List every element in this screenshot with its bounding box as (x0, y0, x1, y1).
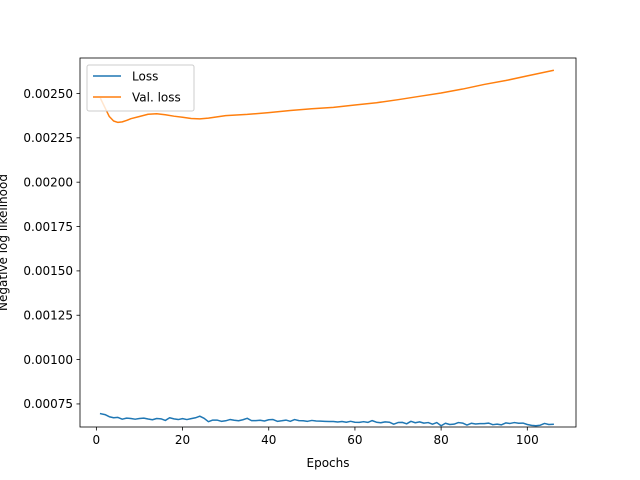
x-tick-label: 80 (433, 433, 448, 447)
legend: Loss Val. loss (86, 64, 195, 112)
y-tick-label: 0.00075 (23, 397, 73, 411)
series-line-loss (99, 412, 554, 427)
x-tick-label: 0 (93, 433, 101, 447)
x-tick-label: 60 (347, 433, 362, 447)
y-axis-label: Negative log likelihood (0, 174, 10, 311)
plot-area (80, 58, 576, 427)
series-line-val-loss (99, 69, 555, 124)
axes-frame (79, 57, 577, 428)
y-tick-label: 0.00125 (23, 309, 73, 323)
y-tick-label: 0.00200 (23, 175, 73, 189)
series-group (99, 69, 555, 427)
x-axis-ticks: 0 20 40 60 80 100 (93, 427, 539, 447)
x-tick-label: 40 (261, 433, 276, 447)
y-tick-label: 0.00175 (23, 220, 73, 234)
y-axis-ticks: 0.00075 0.00100 0.00125 0.00150 0.00175 0.002… (23, 87, 80, 411)
plot-background (80, 58, 576, 427)
y-tick-label: 0.00100 (23, 353, 73, 367)
y-tick-label: 0.00150 (23, 264, 73, 278)
y-tick-label: 0.00250 (23, 87, 73, 101)
legend-label: Loss (132, 70, 158, 84)
legend-label: Val. loss (132, 91, 181, 105)
x-tick-label: 100 (516, 433, 539, 447)
x-tick-label: 20 (175, 433, 190, 447)
y-tick-label: 0.00225 (23, 131, 73, 145)
axes-spines (79, 57, 577, 428)
x-axis-label: Epochs (307, 456, 350, 470)
